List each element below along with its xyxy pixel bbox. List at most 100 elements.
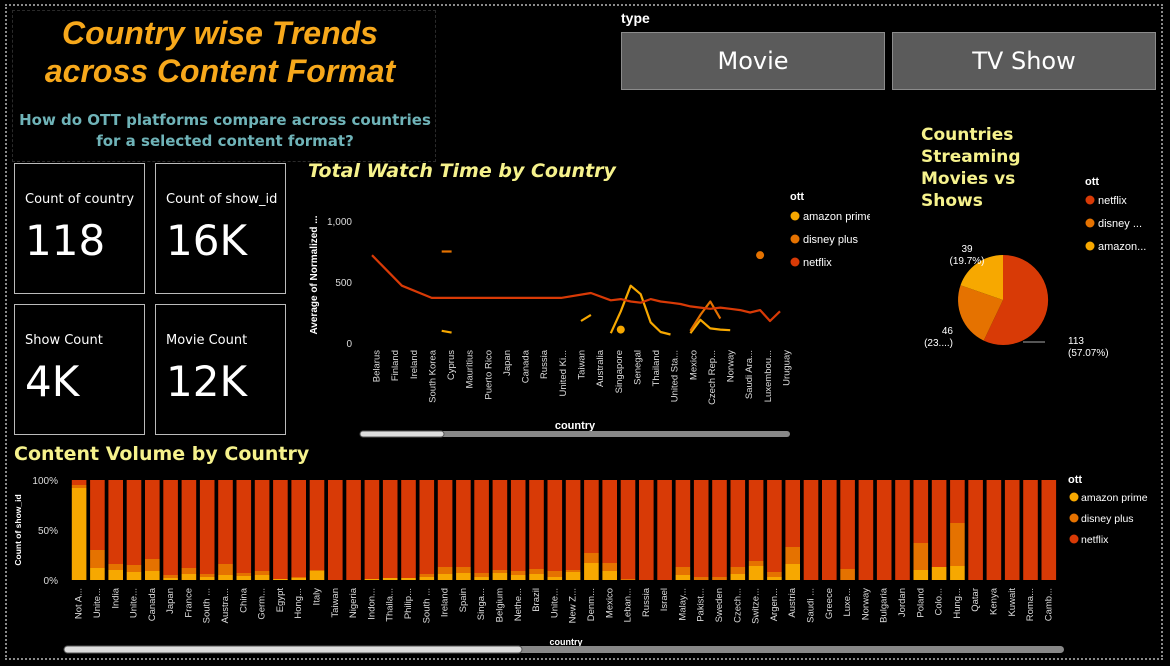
bar-segment-disney-plus: [730, 567, 746, 574]
series-point-disney-plus: [756, 251, 765, 260]
bar-segment-disney-plus: [785, 547, 800, 564]
bar-segment-amazon-prime: [547, 577, 563, 580]
bar-segment-disney-plus: [767, 572, 782, 577]
bar-segment-disney-plus: [547, 571, 563, 577]
bar-segment-netflix: [968, 480, 983, 580]
bar-segment-amazon-prime: [456, 573, 471, 580]
card-value: 4K: [25, 357, 80, 406]
x-tick-label: Unite...: [129, 588, 140, 618]
card-value: 16K: [166, 216, 247, 265]
card-count-of-show-id: Count of show_id 16K: [155, 163, 286, 294]
x-tick-label: Switze...: [751, 588, 762, 624]
x-tick-label: Nethe...: [513, 588, 524, 621]
bar-segment-amazon-prime: [437, 574, 453, 580]
pie-chart[interactable]: 113(57.07%) 46(23....) 39(19.7%) ott netflix…: [920, 170, 1165, 370]
bar-segment-amazon-prime: [419, 577, 435, 580]
x-axis-label: country: [549, 637, 582, 647]
x-tick-label: Singapore: [614, 350, 625, 393]
bar-segment-disney-plus: [913, 543, 929, 570]
bar-segment-disney-plus: [529, 569, 544, 574]
x-tick-label: Russia: [641, 587, 652, 617]
card-label: Movie Count: [166, 333, 248, 348]
x-tick-label: Poland: [915, 588, 926, 618]
bar-segment-netflix: [254, 480, 270, 571]
bar-segment-amazon-prime: [108, 570, 123, 580]
x-tick-label: Camb...: [1043, 588, 1054, 621]
x-tick-label: Sweden: [714, 588, 725, 622]
slicer-button-tv-show[interactable]: TV Show: [892, 32, 1156, 90]
x-tick-label: Luxe...: [842, 588, 853, 617]
x-tick-label: Bulgaria: [879, 587, 890, 623]
x-tick-label: Singa...: [476, 588, 487, 620]
legend-label: disney ...: [1098, 218, 1142, 230]
x-tick-label: Australia: [595, 349, 606, 387]
card-value: 12K: [166, 357, 247, 406]
bar-segment-netflix: [71, 480, 87, 485]
bar-segment-netflix: [1023, 480, 1038, 580]
line-chart[interactable]: 0 500 1,000 Average of Normalized ... Belaru…: [300, 185, 870, 445]
x-tick-label: Norway: [726, 350, 737, 382]
x-tick-label: Denm...: [586, 588, 597, 621]
x-tick-label: Kuwait: [1007, 588, 1018, 617]
bar-segment-amazon-prime: [145, 571, 160, 580]
bar-segment-disney-plus: [419, 574, 435, 577]
bar-segment-disney-plus: [712, 577, 727, 580]
bar-segment-netflix: [510, 480, 526, 571]
x-tick-label: Germ...: [257, 588, 268, 620]
x-tick-label: Leban...: [623, 588, 634, 622]
x-tick-label: Mexico: [604, 588, 615, 618]
bar-segment-amazon-prime: [565, 572, 581, 580]
legend-marker: [1085, 195, 1095, 205]
y-tick-label: 1,000: [327, 217, 352, 228]
x-tick-label: Saudi ...: [806, 588, 817, 623]
bar-segment-amazon-prime: [163, 578, 178, 580]
bar-segment-netflix: [767, 480, 782, 572]
x-tick-label: Roma...: [1025, 588, 1036, 621]
bar-segment-disney-plus: [584, 553, 599, 563]
bar-segment-amazon-prime: [218, 575, 233, 580]
x-tick-label: Norway: [860, 588, 871, 620]
bar-segment-netflix: [565, 480, 581, 570]
bar-segment-netflix: [931, 480, 947, 567]
page-title-line-2: across Content Format: [44, 53, 396, 89]
page-subtitle: How do OTT platforms compare across coun…: [19, 111, 431, 150]
legend-label: netflix: [1081, 534, 1109, 546]
bar-segment-netflix: [364, 480, 380, 579]
pie-data-percent: (19.7%): [949, 256, 984, 267]
bar-segment-disney-plus: [492, 570, 508, 573]
bar-segment-disney-plus: [199, 574, 215, 577]
pie-slice-amazon-prime: [960, 255, 1003, 300]
x-tick-label: Thailand: [651, 350, 662, 386]
legend-marker: [790, 234, 800, 244]
bar-segment-netflix: [840, 480, 855, 569]
bar-segment-disney-plus: [620, 579, 636, 580]
stacked-bar-chart[interactable]: 0% 50% 100% Count of show_id Not A... Unite..…: [0, 466, 1170, 661]
bar-segment-netflix: [145, 480, 160, 559]
card-show-count: Show Count 4K: [14, 304, 145, 435]
x-tick-label: Finland: [390, 350, 401, 381]
bar-segment-netflix: [492, 480, 508, 570]
bar-segment-disney-plus: [748, 561, 764, 566]
bar-segment-netflix: [474, 480, 489, 573]
bar-segment-netflix: [437, 480, 453, 567]
pie-data-percent: (23....): [924, 338, 953, 349]
bar-segment-netflix: [108, 480, 123, 564]
bar-segment-netflix: [895, 480, 910, 580]
x-tick-label: Brazil: [531, 588, 542, 612]
bar-segment-disney-plus: [236, 573, 252, 576]
bar-segment-disney-plus: [145, 559, 160, 571]
x-tick-label: Malay...: [677, 588, 688, 621]
bar-segment-disney-plus: [254, 571, 270, 575]
bar-segment-netflix: [602, 480, 617, 563]
x-tick-label: Mauritius: [465, 350, 476, 389]
x-tick-label: Qatar: [970, 588, 981, 612]
x-tick-label: Luxembou...: [763, 350, 774, 402]
bar-segment-amazon-prime: [785, 564, 800, 580]
bar-segment-amazon-prime: [748, 566, 764, 580]
bar-segment-amazon-prime: [181, 574, 197, 580]
slicer-button-movie[interactable]: Movie: [621, 32, 885, 90]
pie-slice-disney-plus: [958, 285, 1003, 341]
legend-label: netflix: [1098, 195, 1127, 207]
bar-segment-netflix: [950, 480, 965, 523]
x-tick-label: Ireland: [409, 350, 420, 379]
